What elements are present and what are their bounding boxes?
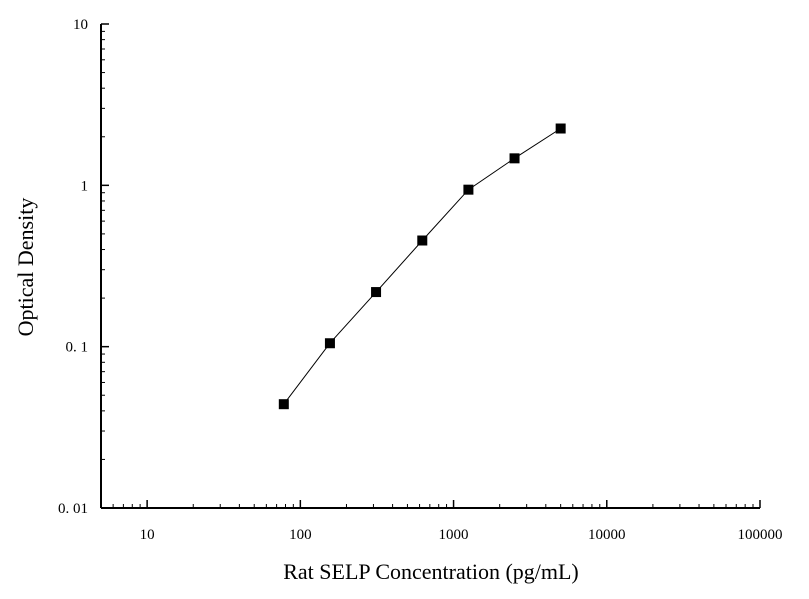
- data-point: [509, 153, 520, 164]
- y-tick-label: 1: [81, 178, 89, 194]
- y-tick-label: 0. 01: [58, 501, 88, 517]
- data-point: [417, 235, 428, 246]
- data-point: [463, 184, 474, 195]
- x-tick-label: 1000: [439, 527, 469, 543]
- x-tick-label: 100: [289, 527, 312, 543]
- x-tick-label: 100000: [738, 527, 783, 543]
- data-point: [278, 399, 289, 410]
- y-tick-label: 10: [73, 17, 88, 33]
- plot-series: [278, 123, 566, 410]
- data-point: [324, 338, 335, 349]
- data-point: [371, 287, 382, 298]
- series-line: [283, 128, 561, 405]
- x-axis-title: Rat SELP Concentration (pg/mL): [283, 559, 579, 584]
- y-tick-label: 0. 1: [66, 340, 89, 356]
- x-axis: 10 100 1000 10000 100000: [100, 500, 783, 543]
- data-point: [555, 123, 566, 134]
- y-axis: 0. 01 0. 1 1 10: [58, 17, 109, 517]
- x-tick-label: 10: [140, 527, 155, 543]
- y-axis-title: Optical Density: [13, 198, 38, 337]
- x-tick-label: 10000: [588, 527, 626, 543]
